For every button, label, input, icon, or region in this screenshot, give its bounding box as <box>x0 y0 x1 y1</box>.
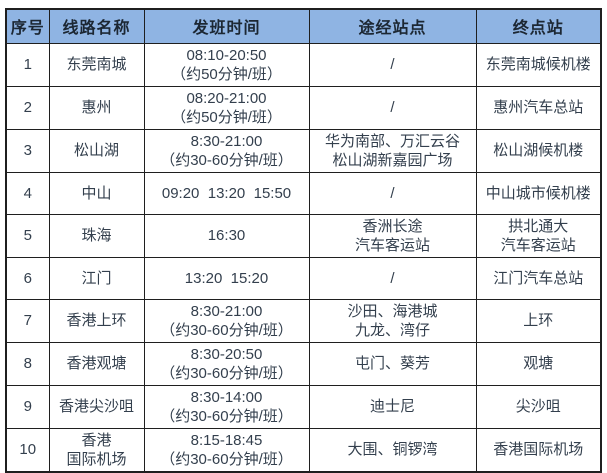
cell-route-name: 珠海 <box>48 213 145 258</box>
table-row: 3 松山湖 8:30-21:00 （约30-60分钟/班） 华为南部、万汇云谷 松山湖新嘉… <box>5 128 602 173</box>
cell-departure-times: 08:10-20:50 （约50分钟/班） <box>143 42 310 87</box>
cell-route-name: 惠州 <box>48 85 145 130</box>
cell-via-stops: / <box>308 171 477 215</box>
cell-via-stops: 华为南部、万汇云谷 松山湖新嘉园广场 <box>308 128 477 173</box>
cell-route-name: 江门 <box>48 256 145 300</box>
table-row: 1 东莞南城 08:10-20:50 （约50分钟/班） / 东莞南城候机楼 <box>5 42 602 87</box>
cell-departure-times: 8:30-14:00 （约30-60分钟/班） <box>143 384 310 429</box>
cell-via-stops: 沙田、海港城 九龙、湾仔 <box>308 298 477 343</box>
table-row: 6 江门 13:20 15:20/江门汽车总站 <box>5 256 602 300</box>
cell-seq: 1 <box>5 42 50 87</box>
cell-via-stops: 大围、铜锣湾 <box>308 427 477 472</box>
bus-schedule-table: 序号 线路名称 发班时间 途经站点 终点站 1 东莞南城 08:10-20:50 （约… <box>5 8 602 473</box>
cell-terminal: 惠州汽车总站 <box>475 85 602 130</box>
cell-departure-times: 13:20 15:20 <box>143 256 310 300</box>
cell-terminal: 东莞南城候机楼 <box>475 42 602 87</box>
cell-departure-times: 8:30-21:00 （约30-60分钟/班） <box>143 128 310 173</box>
cell-terminal: 尖沙咀 <box>475 384 602 429</box>
cell-terminal: 上环 <box>475 298 602 343</box>
cell-departure-times: 8:30-20:50 （约30-60分钟/班） <box>143 341 310 386</box>
cell-terminal: 松山湖候机楼 <box>475 128 602 173</box>
cell-via-stops: / <box>308 42 477 87</box>
column-header-seq: 序号 <box>5 8 50 44</box>
column-header-time: 发班时间 <box>143 8 310 44</box>
cell-terminal: 江门汽车总站 <box>475 256 602 300</box>
cell-route-name: 香港 国际机场 <box>48 427 145 472</box>
cell-seq: 9 <box>5 384 50 429</box>
table-row: 10 香港 国际机场 8:15-18:45 （约30-60分钟/班） 大围、铜锣湾 香港国际… <box>5 427 602 472</box>
cell-via-stops: 迪士尼 <box>308 384 477 429</box>
table-row: 5 珠海 16:30 香洲长途 汽车客运站 拱北通大 汽车客运站 <box>5 213 602 258</box>
cell-departure-times: 09:20 13:20 15:50 <box>143 171 310 215</box>
column-header-terminal: 终点站 <box>475 8 602 44</box>
cell-departure-times: 8:30-21:00 （约30-60分钟/班） <box>143 298 310 343</box>
cell-via-stops: / <box>308 256 477 300</box>
cell-seq: 2 <box>5 85 50 130</box>
cell-via-stops: 屯门、葵芳 <box>308 341 477 386</box>
cell-seq: 10 <box>5 427 50 472</box>
cell-seq: 6 <box>5 256 50 300</box>
table-row: 4 中山 09:20 13:20 15:50/中山城市候机楼 <box>5 171 602 215</box>
table-row: 7 香港上环 8:30-21:00 （约30-60分钟/班） 沙田、海港城 九龙、湾仔 上环 <box>5 298 602 343</box>
cell-route-name: 中山 <box>48 171 145 215</box>
table-row: 8 香港观塘 8:30-20:50 （约30-60分钟/班） 屯门、葵芳 观塘 <box>5 341 602 386</box>
cell-seq: 4 <box>5 171 50 215</box>
header-row: 序号 线路名称 发班时间 途经站点 终点站 <box>5 8 602 44</box>
cell-seq: 5 <box>5 213 50 258</box>
column-header-name: 线路名称 <box>48 8 145 44</box>
cell-terminal: 观塘 <box>475 341 602 386</box>
cell-route-name: 香港尖沙咀 <box>48 384 145 429</box>
cell-route-name: 香港观塘 <box>48 341 145 386</box>
cell-seq: 3 <box>5 128 50 173</box>
cell-departure-times: 08:20-21:00 （约50分钟/班） <box>143 85 310 130</box>
table-row: 9 香港尖沙咀 8:30-14:00 （约30-60分钟/班） 迪士尼 尖沙咀 <box>5 384 602 429</box>
cell-via-stops: 香洲长途 汽车客运站 <box>308 213 477 258</box>
cell-route-name: 东莞南城 <box>48 42 145 87</box>
cell-seq: 8 <box>5 341 50 386</box>
cell-route-name: 香港上环 <box>48 298 145 343</box>
cell-terminal: 香港国际机场 <box>475 427 602 472</box>
cell-terminal: 中山城市候机楼 <box>475 171 602 215</box>
table-body: 1 东莞南城 08:10-20:50 （约50分钟/班） / 东莞南城候机楼 2 惠州 08:2… <box>5 42 602 472</box>
table-row: 2 惠州 08:20-21:00 （约50分钟/班） / 惠州汽车总站 <box>5 85 602 130</box>
cell-departure-times: 16:30 <box>143 213 310 258</box>
cell-seq: 7 <box>5 298 50 343</box>
cell-departure-times: 8:15-18:45 （约30-60分钟/班） <box>143 427 310 472</box>
cell-via-stops: / <box>308 85 477 130</box>
column-header-stops: 途经站点 <box>308 8 477 44</box>
cell-terminal: 拱北通大 汽车客运站 <box>475 213 602 258</box>
cell-route-name: 松山湖 <box>48 128 145 173</box>
